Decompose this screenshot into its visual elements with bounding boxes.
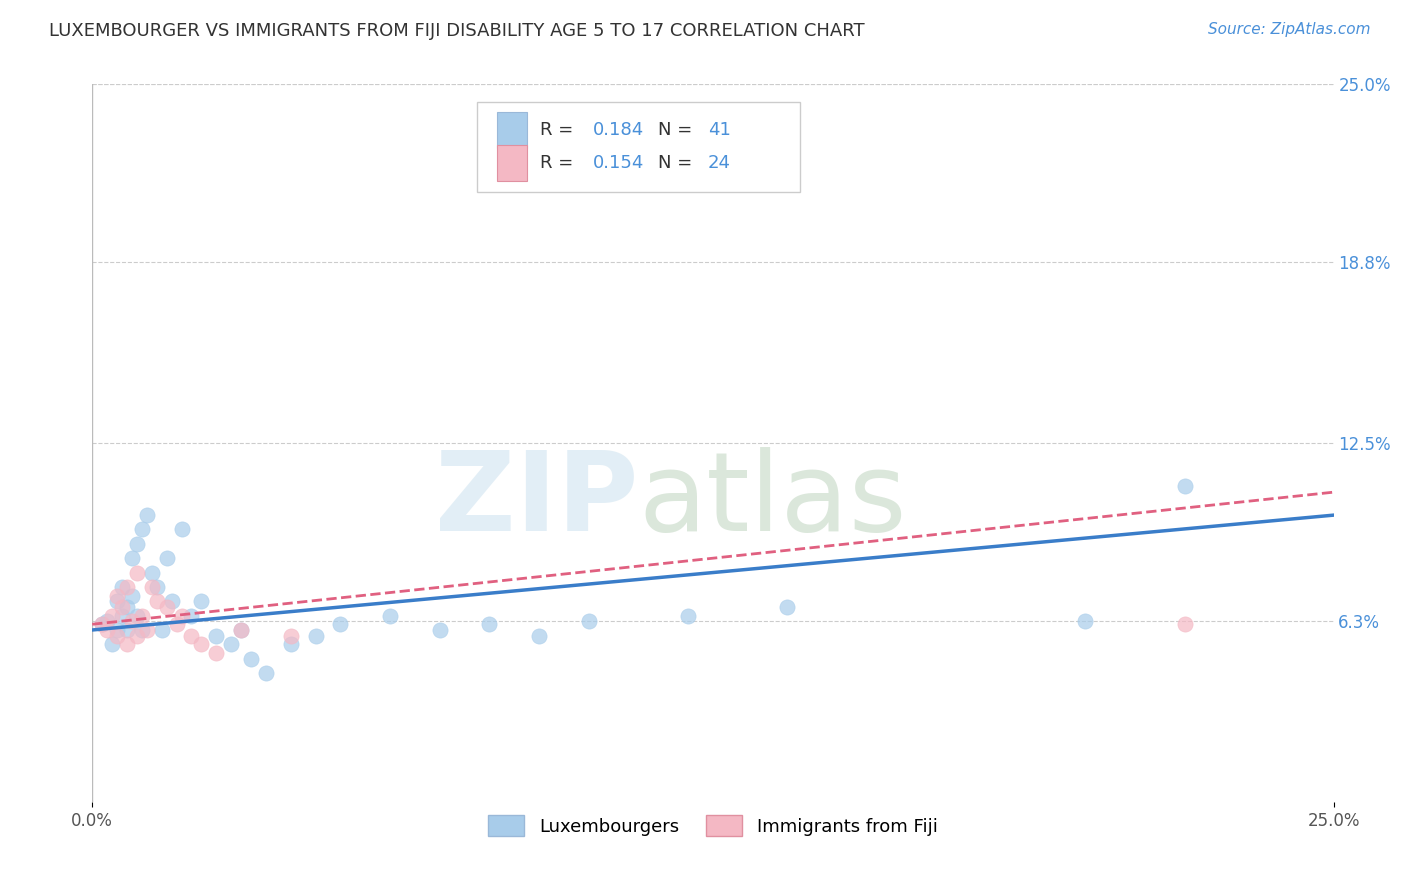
Point bbox=[125, 537, 148, 551]
Point bbox=[190, 594, 212, 608]
Point bbox=[478, 617, 501, 632]
Point bbox=[115, 623, 138, 637]
Point bbox=[131, 523, 153, 537]
Point bbox=[1173, 479, 1195, 493]
Point bbox=[141, 566, 163, 580]
Point bbox=[329, 617, 352, 632]
Point bbox=[121, 589, 143, 603]
Point bbox=[205, 646, 228, 660]
Legend: Luxembourgers, Immigrants from Fiji: Luxembourgers, Immigrants from Fiji bbox=[481, 808, 945, 844]
Point bbox=[231, 623, 253, 637]
FancyBboxPatch shape bbox=[477, 103, 800, 192]
Point bbox=[96, 623, 118, 637]
Text: 0.184: 0.184 bbox=[592, 120, 644, 138]
Point bbox=[160, 594, 183, 608]
Point bbox=[527, 629, 550, 643]
Point bbox=[578, 615, 600, 629]
Point bbox=[1074, 615, 1097, 629]
Point bbox=[105, 589, 128, 603]
Point bbox=[145, 594, 167, 608]
Point bbox=[254, 666, 277, 681]
Point bbox=[115, 637, 138, 651]
Point bbox=[280, 629, 302, 643]
Point bbox=[111, 600, 134, 615]
Point bbox=[125, 608, 148, 623]
Point bbox=[115, 600, 138, 615]
Point bbox=[304, 629, 326, 643]
Point bbox=[240, 651, 263, 665]
Point bbox=[115, 580, 138, 594]
FancyBboxPatch shape bbox=[496, 112, 527, 147]
Point bbox=[131, 623, 153, 637]
Point bbox=[190, 637, 212, 651]
Point bbox=[180, 629, 202, 643]
Point bbox=[105, 594, 128, 608]
Point bbox=[219, 637, 242, 651]
Point bbox=[131, 608, 153, 623]
Point bbox=[121, 551, 143, 566]
Point bbox=[280, 637, 302, 651]
Point bbox=[91, 617, 114, 632]
Point bbox=[105, 623, 128, 637]
Point bbox=[135, 508, 157, 523]
Point bbox=[91, 617, 114, 632]
Point bbox=[170, 608, 193, 623]
Point bbox=[378, 608, 401, 623]
Point bbox=[101, 637, 124, 651]
Text: 24: 24 bbox=[707, 153, 731, 171]
Point bbox=[676, 608, 699, 623]
Text: N =: N = bbox=[658, 120, 699, 138]
Text: R =: R = bbox=[540, 153, 579, 171]
Point bbox=[205, 629, 228, 643]
Point bbox=[170, 523, 193, 537]
Point bbox=[141, 580, 163, 594]
Point bbox=[101, 608, 124, 623]
FancyBboxPatch shape bbox=[496, 145, 527, 180]
Point bbox=[135, 623, 157, 637]
Text: N =: N = bbox=[658, 153, 699, 171]
Point bbox=[125, 566, 148, 580]
Point bbox=[429, 623, 451, 637]
Point bbox=[156, 600, 179, 615]
Text: LUXEMBOURGER VS IMMIGRANTS FROM FIJI DISABILITY AGE 5 TO 17 CORRELATION CHART: LUXEMBOURGER VS IMMIGRANTS FROM FIJI DIS… bbox=[49, 22, 865, 40]
Point bbox=[231, 623, 253, 637]
Text: 41: 41 bbox=[707, 120, 731, 138]
Point bbox=[156, 551, 179, 566]
Point bbox=[1173, 617, 1195, 632]
Point bbox=[111, 608, 134, 623]
Point bbox=[96, 615, 118, 629]
Point bbox=[111, 580, 134, 594]
Text: atlas: atlas bbox=[638, 447, 907, 554]
Point bbox=[180, 608, 202, 623]
Text: R =: R = bbox=[540, 120, 579, 138]
Text: ZIP: ZIP bbox=[434, 447, 638, 554]
Point bbox=[776, 600, 799, 615]
Point bbox=[121, 615, 143, 629]
Point bbox=[166, 617, 188, 632]
Point bbox=[145, 580, 167, 594]
Text: Source: ZipAtlas.com: Source: ZipAtlas.com bbox=[1208, 22, 1371, 37]
Point bbox=[125, 629, 148, 643]
Point bbox=[150, 623, 173, 637]
Point bbox=[105, 629, 128, 643]
Text: 0.154: 0.154 bbox=[592, 153, 644, 171]
